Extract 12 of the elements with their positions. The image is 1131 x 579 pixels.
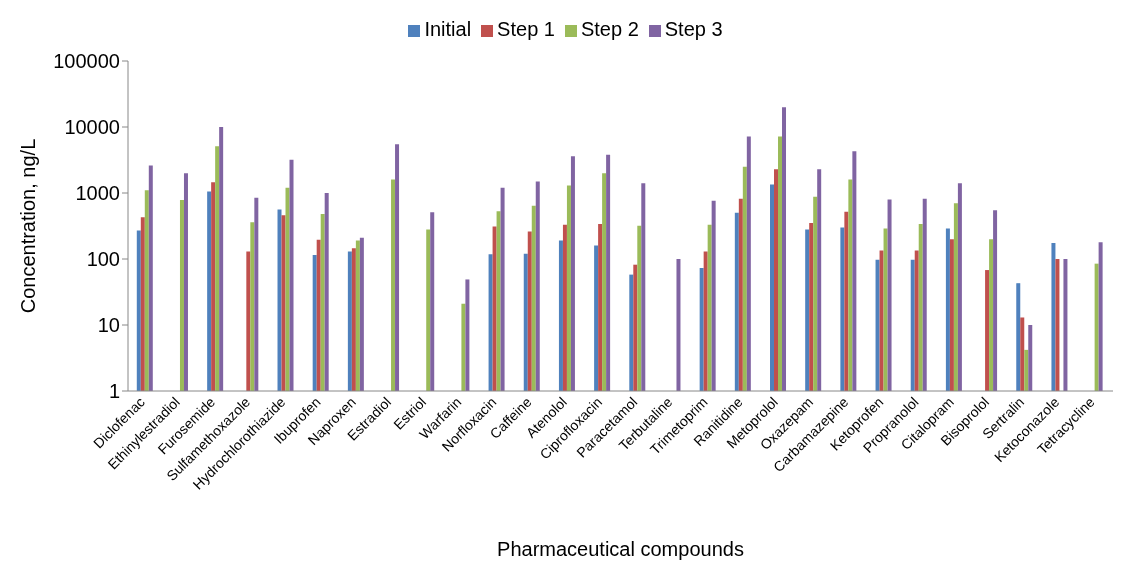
y-tick-label: 100000 <box>53 50 120 73</box>
y-tick-label: 10000 <box>64 116 120 139</box>
legend-label: Step 3 <box>664 18 723 40</box>
x-axis-title: Pharmaceutical compounds <box>497 538 744 560</box>
y-tick-label: 1000 <box>75 182 120 205</box>
legend-label: Initial <box>424 18 472 40</box>
y-tick-label: 10 <box>97 314 120 337</box>
y-axis-title: Concentration, ng/L <box>17 138 40 314</box>
legend-label: Step 1 <box>497 18 555 40</box>
y-tick-label: 1 <box>108 380 120 403</box>
y-tick-label: 100 <box>86 248 120 271</box>
legend-label: Step 2 <box>580 18 639 40</box>
